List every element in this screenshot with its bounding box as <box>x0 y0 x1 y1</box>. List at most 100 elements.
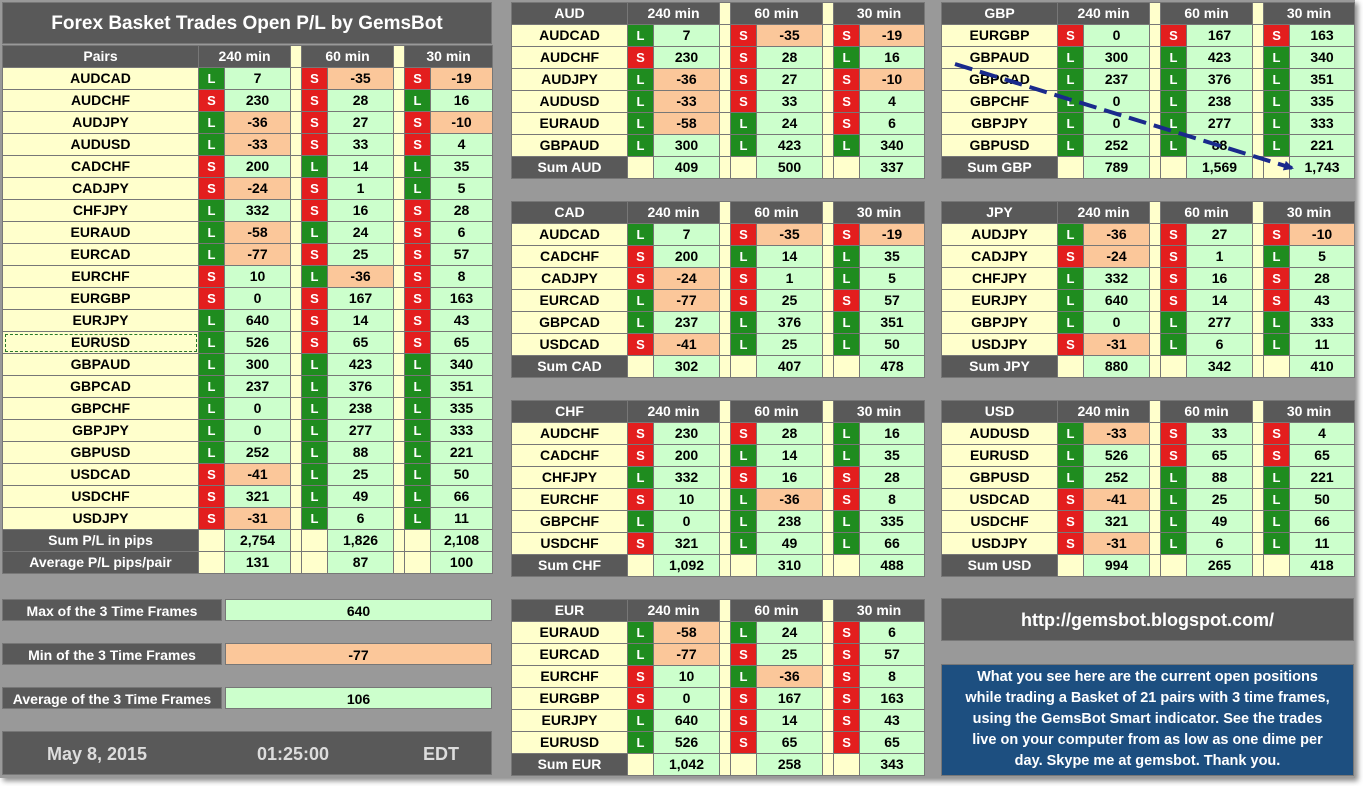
pair-name[interactable]: CADJPY <box>511 267 628 290</box>
pair-name[interactable]: GBPCHF <box>941 90 1058 113</box>
pair-name[interactable]: AUDCAD <box>511 223 628 246</box>
gap-cell <box>719 267 732 290</box>
pips-value: 321 <box>652 532 721 555</box>
direction-badge: L <box>404 485 432 508</box>
gap-cell <box>1149 201 1162 224</box>
gap-cell <box>1252 311 1265 334</box>
pair-name[interactable]: EURUSD <box>2 331 199 354</box>
direction-badge: L <box>404 507 432 530</box>
pair-name[interactable]: CHFJPY <box>2 199 199 222</box>
pair-name[interactable]: USDJPY <box>2 507 199 530</box>
pair-name[interactable]: AUDUSD <box>511 90 628 113</box>
pair-name[interactable]: GBPJPY <box>2 419 199 442</box>
pair-name[interactable]: EURCAD <box>511 643 628 666</box>
timeframe-header: 240 min <box>1056 201 1151 224</box>
pair-name[interactable]: USDJPY <box>941 532 1058 555</box>
pair-name[interactable]: USDCHF <box>2 485 199 508</box>
pair-name[interactable]: GBPJPY <box>941 112 1058 135</box>
blank-cell <box>1263 156 1291 179</box>
pair-name[interactable]: GBPCHF <box>2 397 199 420</box>
timeframe-header: 30 min <box>1263 2 1355 25</box>
pair-name[interactable]: AUDUSD <box>941 422 1058 445</box>
pair-name[interactable]: USDJPY <box>941 333 1058 356</box>
gap-cell <box>719 90 732 113</box>
pair-name[interactable]: AUDCHF <box>2 89 199 112</box>
pair-name[interactable]: EURJPY <box>941 289 1058 312</box>
basket-sum-label: Sum USD <box>941 554 1058 577</box>
gap-cell <box>1149 245 1162 268</box>
pair-name[interactable]: GBPUSD <box>941 466 1058 489</box>
direction-badge: L <box>730 333 758 356</box>
pair-name[interactable]: EURCHF <box>2 265 199 288</box>
pair-name[interactable]: EURCHF <box>511 488 628 511</box>
pair-name[interactable]: AUDJPY <box>511 68 628 91</box>
pair-name[interactable]: EURJPY <box>2 309 199 332</box>
pair-name[interactable]: EURAUD <box>511 112 628 135</box>
pair-name[interactable]: EURCAD <box>2 243 199 266</box>
pair-name[interactable]: GBPUSD <box>2 441 199 464</box>
gap-cell <box>1252 2 1265 25</box>
pair-name[interactable]: GBPJPY <box>941 311 1058 334</box>
direction-badge: L <box>1263 46 1291 69</box>
pair-name[interactable]: CADCHF <box>511 444 628 467</box>
pair-name[interactable]: GBPAUD <box>941 46 1058 69</box>
pair-name[interactable]: CHFJPY <box>941 267 1058 290</box>
pips-value: 65 <box>430 331 494 354</box>
pair-name[interactable]: AUDCAD <box>511 24 628 47</box>
pips-value: 351 <box>430 375 494 398</box>
pair-name[interactable]: USDCAD <box>511 333 628 356</box>
summary-value: 337 <box>859 156 926 179</box>
pair-name[interactable]: EURGBP <box>2 287 199 310</box>
pair-name[interactable]: GBPAUD <box>511 134 628 157</box>
pair-name[interactable]: AUDUSD <box>2 133 199 156</box>
pair-name[interactable]: EURUSD <box>941 444 1058 467</box>
pair-name[interactable]: EURAUD <box>511 621 628 644</box>
pair-name[interactable]: USDCHF <box>511 532 628 555</box>
table-row: CADCHF S 200 L 14 L 35 <box>511 444 926 467</box>
pair-name[interactable]: GBPCHF <box>511 510 628 533</box>
summary-row: Average P/L pips/pair 131 87 100 <box>2 551 494 574</box>
pair-name[interactable]: EURGBP <box>941 24 1058 47</box>
pair-name[interactable]: USDCAD <box>2 463 199 486</box>
pair-name[interactable]: GBPAUD <box>2 353 199 376</box>
pair-name[interactable]: CADCHF <box>511 245 628 268</box>
gap-cell <box>1149 2 1162 25</box>
blog-url-link[interactable]: http://gemsbot.blogspot.com/ <box>941 598 1354 641</box>
pair-name[interactable]: GBPCAD <box>941 68 1058 91</box>
pair-name[interactable]: EURUSD <box>511 731 628 754</box>
direction-badge: S <box>730 68 758 91</box>
pair-name[interactable]: GBPCAD <box>2 375 199 398</box>
summary-value: 789 <box>1082 156 1151 179</box>
pair-name[interactable]: EURAUD <box>2 221 199 244</box>
pair-name[interactable]: AUDJPY <box>941 223 1058 246</box>
direction-badge: L <box>301 485 329 508</box>
blank-cell <box>1160 156 1188 179</box>
direction-badge: L <box>1263 333 1291 356</box>
pair-name[interactable]: EURCHF <box>511 665 628 688</box>
pair-name[interactable]: AUDCAD <box>2 67 199 90</box>
pair-name[interactable]: USDCHF <box>941 510 1058 533</box>
table-row: CADJPY S -24 S 1 L 5 <box>511 267 926 290</box>
pair-name[interactable]: CHFJPY <box>511 466 628 489</box>
gap-cell <box>1252 46 1265 69</box>
direction-badge: L <box>730 311 758 334</box>
pair-name[interactable]: AUDCHF <box>511 46 628 69</box>
gap-cell <box>719 46 732 69</box>
pair-name[interactable]: EURJPY <box>511 709 628 732</box>
gap-cell <box>719 753 732 776</box>
pair-name[interactable]: AUDCHF <box>511 422 628 445</box>
pair-name[interactable]: EURGBP <box>511 687 628 710</box>
pair-name[interactable]: AUDJPY <box>2 111 199 134</box>
pips-value: 27 <box>327 111 395 134</box>
direction-badge: L <box>1057 134 1084 157</box>
pair-name[interactable]: EURCAD <box>511 289 628 312</box>
direction-badge: L <box>627 643 654 666</box>
pair-name[interactable]: GBPCAD <box>511 311 628 334</box>
pair-name[interactable]: USDCAD <box>941 488 1058 511</box>
pair-name[interactable]: CADJPY <box>941 245 1058 268</box>
pips-value: 14 <box>756 245 824 268</box>
summary-value: 1,042 <box>652 753 721 776</box>
pair-name[interactable]: GBPUSD <box>941 134 1058 157</box>
pair-name[interactable]: CADCHF <box>2 155 199 178</box>
pair-name[interactable]: CADJPY <box>2 177 199 200</box>
